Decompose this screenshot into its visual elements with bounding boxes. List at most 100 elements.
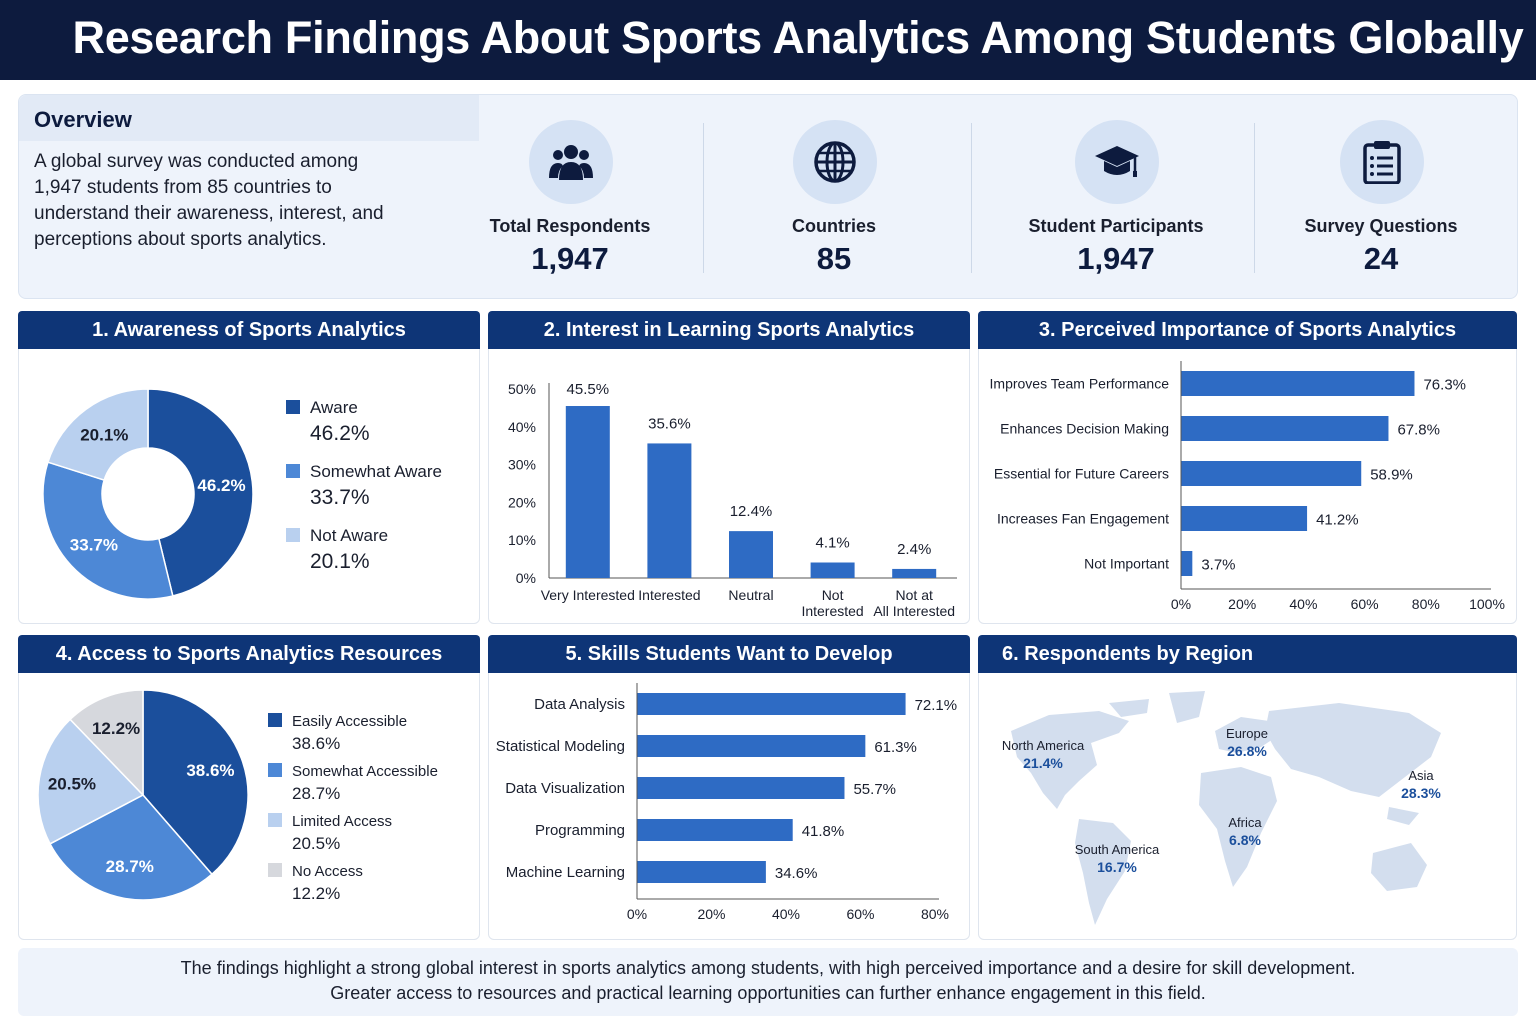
slice-label: 33.7% [70,535,118,554]
importance-bar-chart: Improves Team Performance 76.3% Enhances D… [990,361,1505,612]
bar [729,531,773,578]
x-tick-label: 0% [1171,596,1191,612]
x-tick-label: 100% [1469,596,1505,612]
stat-value: 1,947 [1077,241,1155,276]
data-label: 35.6% [648,415,691,432]
category-label: Data Analysis [534,696,625,713]
skills-bar-chart: Data Analysis 72.1% Statistical Modeling 61… [496,683,957,922]
panel-header: 5. Skills Students Want to Develop [488,635,970,673]
divider [971,123,972,273]
x-tick-label: 60% [846,906,874,922]
data-label: 58.9% [1370,467,1413,484]
region-name: South America [1075,842,1160,857]
stat-countries: Countries 85 [709,95,959,300]
legend-swatch [268,763,282,777]
legend-label: Somewhat Accessible [292,763,438,780]
legend-swatch [268,863,282,877]
divider [1254,123,1255,273]
data-label: 12.4% [730,503,773,520]
category-label: Increases Fan Engagement [997,511,1169,527]
bar [1181,461,1362,486]
legend-swatch [286,464,300,478]
legend-label: Somewhat Aware [310,462,442,481]
clipboard-icon [1363,141,1401,184]
globe-icon [814,141,856,183]
slice-label: 38.6% [186,761,234,780]
panel-title: 5. Skills Students Want to Develop [565,643,893,665]
y-tick-label: 0% [516,570,536,586]
stat-icon-circle [793,120,877,204]
panel-access: 4. Access to Sports Analytics Resources … [18,635,480,940]
panel-title: 2. Interest in Learning Sports Analytics [543,319,915,341]
panel-title: 6. Respondents by Region [1002,643,1254,665]
legend-value: 33.7% [310,486,370,509]
x-tick-label: 80% [1412,596,1440,612]
category-label: Statistical Modeling [496,738,625,755]
bar [637,693,906,715]
legend-swatch [268,813,282,827]
x-tick-label: Interested [801,603,863,619]
category-label: Enhances Decision Making [1000,421,1169,437]
stat-icon-circle [529,120,613,204]
bar [1181,416,1389,441]
region-map: North America 21.4% Europe 26.8% Asia 28.3% Af… [1002,691,1441,925]
world-map-shape [1011,691,1441,925]
legend-value: 38.6% [292,734,340,753]
region-name: North America [1002,738,1085,753]
x-tick-label: Neutral [728,587,773,603]
panel-awareness: 1. Awareness of Sports Analytics 46.2% Aw… [18,311,480,624]
pie-slice [37,718,145,845]
slice-label: 20.5% [48,775,96,794]
y-tick-label: 50% [508,381,536,397]
bar [647,443,692,578]
pie-slice [49,794,213,901]
panel-header: 4. Access to Sports Analytics Resources [18,635,480,673]
footer-line-2: Greater access to resources and practica… [330,983,1206,1003]
legend-label: Easily Accessible [292,713,407,730]
region-value: 28.3% [1401,785,1441,801]
bar [637,777,845,799]
region-value: 26.8% [1227,743,1267,759]
overview-text: A global survey was conducted among 1,94… [34,151,384,250]
panel-interest: 2. Interest in Learning Sports Analytics… [488,311,970,624]
data-label: 76.3% [1423,377,1466,394]
panel-importance: 3. Perceived Importance of Sports Analyt… [978,311,1517,624]
data-label: 55.7% [853,781,896,798]
legend-value: 28.7% [292,784,340,803]
data-label: 3.7% [1201,557,1235,574]
x-tick-label: 0% [627,906,647,922]
region-value: 21.4% [1023,755,1063,771]
category-label: Improves Team Performance [990,376,1170,392]
y-tick-label: 10% [508,532,536,548]
stat-value: 24 [1363,241,1399,276]
region-name: Africa [1228,815,1262,830]
title-bar: Research Findings About Sports Analytics… [0,0,1536,80]
divider [703,123,704,273]
panel-title: 4. Access to Sports Analytics Resources [55,643,443,665]
interest-bar-chart: 0% 10% 20% 30% 40% 50% 45.5% Very Interested 35.… [508,381,957,619]
footer-summary: The findings highlight a strong global i… [18,948,1518,1016]
graduation-cap-icon [1095,146,1139,177]
legend-label: Limited Access [292,813,392,830]
x-tick-label: 60% [1351,596,1379,612]
footer-line-1: The findings highlight a strong global i… [180,958,1356,978]
overview-heading: Overview [34,107,132,132]
access-pie-chart: 38.6% Easily Accessible 38.6% 28.7% Somewhat… [37,689,438,903]
panel-header: 3. Perceived Importance of Sports Analyt… [978,311,1517,349]
stat-total-respondents: Total Respondents 1,947 [445,95,695,300]
region-value: 16.7% [1097,859,1137,875]
category-label: Not Important [1084,556,1169,572]
stat-value: 85 [816,241,852,276]
y-tick-label: 30% [508,457,536,473]
region-name: Asia [1408,768,1434,783]
bar [637,861,766,883]
x-tick-label: 20% [1228,596,1256,612]
y-tick-label: 20% [508,494,536,510]
bar [637,819,793,841]
stat-icon-circle [1340,120,1424,204]
stat-icon-circle [1075,120,1159,204]
x-tick-label: 80% [921,906,949,922]
bar [1181,371,1415,396]
region-name: Europe [1226,726,1268,741]
pie-slice [69,689,144,797]
